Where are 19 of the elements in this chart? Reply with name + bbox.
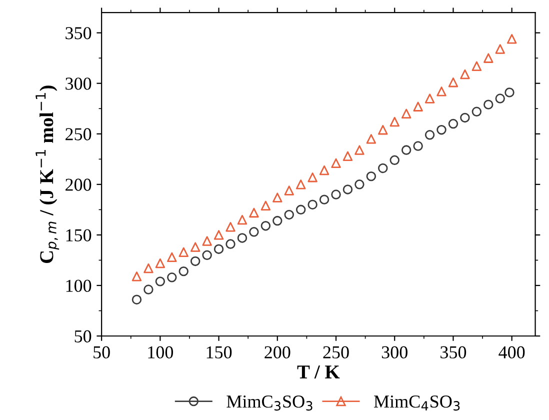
- legend-label: MimC$_{3}$SO$_{3}$: [226, 396, 312, 411]
- x-tick-label: 250: [323, 346, 349, 358]
- y-tick-label: 150: [66, 229, 92, 242]
- legend-label: MimC$_{4}$SO$_{3}$: [374, 396, 460, 411]
- y-tick-label: 350: [66, 27, 92, 40]
- y-tick-label: 300: [66, 78, 92, 90]
- x-tick-label: 400: [498, 346, 525, 358]
- y-tick-label: 50: [74, 330, 92, 342]
- x-tick-label: 150: [206, 346, 232, 358]
- y-tick-label: 100: [66, 280, 92, 292]
- x-tick-label: 350: [440, 346, 466, 358]
- x-tick-label: 100: [148, 346, 174, 358]
- y-tick-label: 200: [66, 178, 92, 191]
- x-tick-label: 300: [382, 346, 408, 358]
- x-axis-title: T / K: [297, 366, 340, 379]
- x-tick-label: 200: [264, 346, 290, 358]
- y-axis-title: C$_{p,m}$ / (J K$^{−1}$ mol$^{−1}$): [36, 86, 60, 263]
- x-tick-label: 50: [94, 346, 110, 358]
- y-tick-label: 250: [66, 128, 92, 140]
